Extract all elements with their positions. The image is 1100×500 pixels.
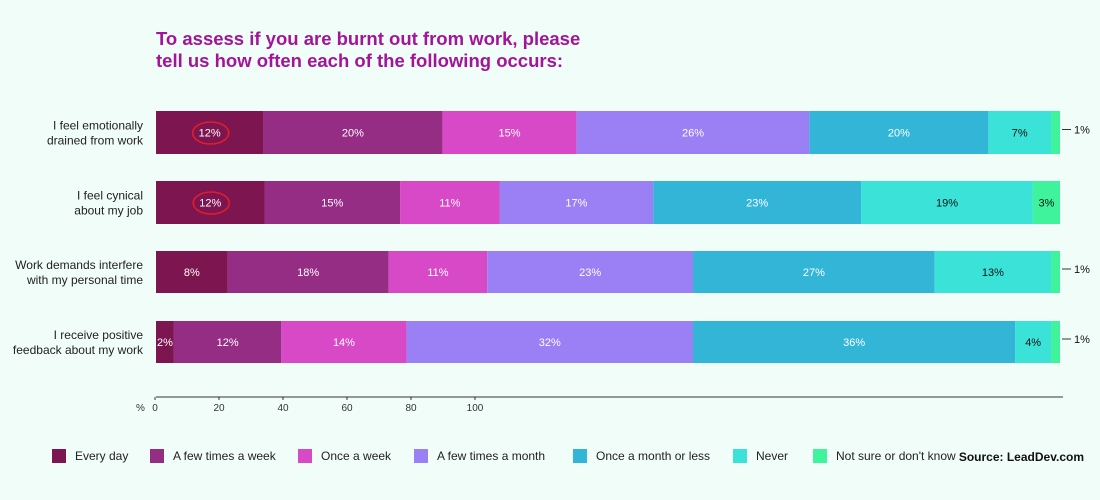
x-axis-tick-label: 0 [152,403,158,414]
legend-label: Every day [75,449,129,463]
bar-segment [388,251,488,293]
bar-segment [1051,251,1060,293]
chart-title-line-1: To assess if you are burnt out from work… [156,28,581,49]
source-credit: Source: LeadDev.com [958,450,1084,464]
data-label: 1% [1074,264,1090,276]
legend-swatch [813,449,827,463]
legend-label: A few times a month [437,449,546,463]
x-axis-tick-label: 20 [213,403,225,414]
data-label: 12% [199,198,221,210]
legend-label: Once a week [321,449,392,463]
chart-title: To assess if you are burnt out from work… [156,28,676,72]
bar-segment [934,251,1052,293]
bar-segment [156,251,228,293]
bar-segment [1032,181,1060,224]
data-label: 20% [342,128,364,140]
legend-label: Never [756,449,789,463]
legend-item: Every day [52,449,128,463]
x-axis-tick-label: 40 [277,403,289,414]
highlight-circle [192,191,231,215]
data-label: 12% [217,337,239,349]
data-label: 4% [1025,337,1041,349]
data-label: 11% [427,267,448,279]
bar-segment [809,111,989,154]
data-label: 32% [539,337,561,349]
data-label: 7% [1012,128,1028,140]
data-label: 18% [297,267,319,279]
x-axis-tick-label: 100 [467,403,484,414]
legend-label: A few times a week [173,449,276,463]
bar-segment [576,111,810,154]
legend-swatch [150,449,164,463]
legend-label: Once a month or less [596,449,711,463]
legend-swatch [52,449,66,463]
category-label: drained from work [47,134,144,148]
data-label: 11% [439,198,460,210]
data-label: 27% [803,267,825,279]
category-label: feedback about my work [13,343,144,357]
legend-item: Once a week [298,449,391,463]
category-label: I receive positive [54,328,144,342]
data-label: 17% [565,198,587,210]
data-label: 8% [184,267,200,279]
highlight-circle [191,121,230,145]
legend-item: Never [733,449,788,463]
category-label: Work demands interfere [15,258,143,272]
bar-segment [263,111,443,154]
data-label: 12% [199,128,221,140]
category-label: I feel cynical [77,189,143,203]
data-label: 3% [1038,198,1054,210]
data-label: 19% [936,198,958,210]
category-label: with my personal time [26,273,143,287]
legend-label: Not sure or don't know [836,449,956,463]
data-label: 2% [157,337,173,349]
data-label: 13% [982,267,1004,279]
bar-segment [1051,111,1060,154]
x-axis-tick-label: 60 [341,403,353,414]
bar-segment [442,111,577,154]
bar-segment [499,181,654,224]
bar-segment [988,111,1052,154]
legend-swatch [733,449,747,463]
data-label: 15% [321,198,343,210]
bar-segment [156,181,265,224]
bar-segment [264,181,401,224]
x-axis-tick-label: 80 [405,403,417,414]
bar-segment [693,321,1016,363]
legend-swatch [573,449,587,463]
data-label: 1% [1074,125,1090,137]
data-label: 15% [499,128,521,140]
category-label: I feel emotionally [53,119,143,133]
bar-segment [653,181,862,224]
bar-segment [281,321,407,363]
data-label: 20% [888,128,910,140]
data-label: 14% [333,337,355,349]
legend-swatch [298,449,312,463]
data-label: 1% [1074,334,1090,346]
legend-item: A few times a month [414,449,545,463]
bar-segment [156,111,264,154]
bar-segment [1051,321,1060,363]
category-label: about my job [74,204,143,218]
bar-segment [487,251,694,293]
x-axis-unit-label: % [136,403,145,414]
bar-segment [1015,321,1052,363]
bar-segment [400,181,500,224]
data-label: 23% [746,198,768,210]
bar-segment [693,251,935,293]
bar-segment [227,251,389,293]
legend-swatch [414,449,428,463]
data-label: 36% [843,337,865,349]
bar-segment [406,321,694,363]
legend-item: Not sure or don't know [813,449,956,463]
bar-segment [861,181,1033,224]
bar-segment [156,321,174,363]
data-label: 23% [579,267,601,279]
chart-title-line-2: tell us how often each of the following … [156,50,564,71]
data-label: 26% [682,128,704,140]
legend-item: Once a month or less [573,449,710,463]
bar-segment [173,321,282,363]
legend-item: A few times a week [150,449,276,463]
